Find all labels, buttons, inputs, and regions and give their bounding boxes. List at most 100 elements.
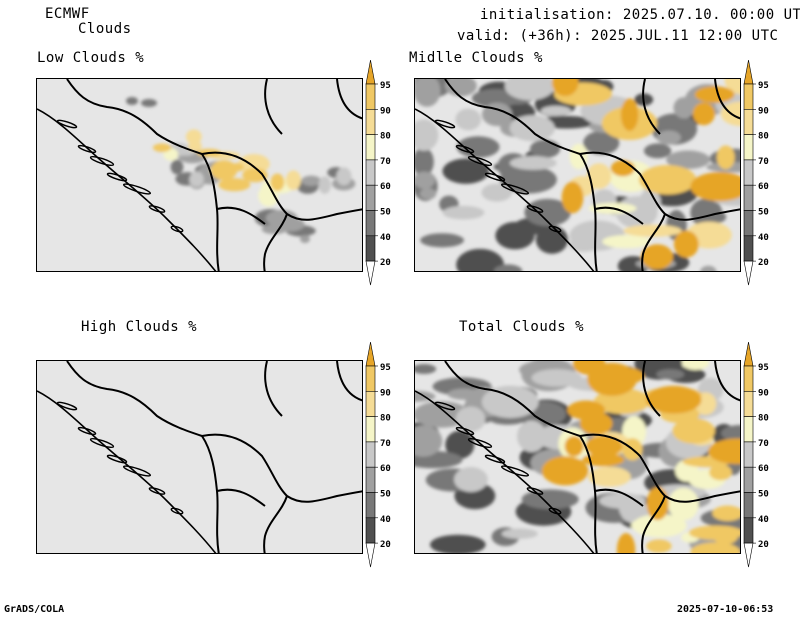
colorbar-tick-label: 40	[380, 515, 391, 525]
map-panel-middle	[414, 78, 741, 272]
island-outline	[122, 465, 152, 477]
cloud-blob	[709, 464, 732, 481]
coastline	[37, 108, 217, 271]
colorbar-swatch	[365, 365, 376, 392]
panel-title-middle: Midlle Clouds %	[409, 50, 543, 66]
colorbar-tick-label: 40	[758, 233, 769, 243]
cloud-blob	[415, 119, 439, 151]
colorbar-swatch	[365, 390, 376, 417]
colorbar-tick-label: 90	[380, 106, 391, 116]
colorbar-swatch	[743, 108, 754, 135]
colorbar-swatch	[365, 108, 376, 135]
island-outline	[455, 144, 475, 154]
colorbar-swatch	[365, 134, 376, 161]
cloud-blob	[415, 147, 434, 177]
island-outline	[89, 437, 115, 449]
panel-title-high: High Clouds %	[81, 319, 198, 335]
cloud-blob	[170, 159, 184, 175]
cloud-blob	[610, 160, 635, 177]
colorbar-tick-label: 60	[758, 182, 769, 192]
colorbar-swatch	[743, 466, 754, 493]
country-border	[641, 213, 666, 271]
colorbar-swatch	[743, 517, 754, 544]
cloud-blob	[521, 489, 579, 510]
cloud-blob	[447, 388, 481, 400]
cloud-blob	[415, 171, 436, 189]
colorbar-swatch	[743, 159, 754, 186]
init-time: initialisation: 2025.07.10. 00:00 UTC	[480, 7, 800, 23]
island-outline	[548, 507, 562, 515]
island-outline	[148, 205, 166, 213]
cloud-blob	[185, 129, 202, 145]
map-panel-high	[36, 360, 363, 554]
cloud-blob	[141, 99, 157, 107]
cloud-blob	[529, 139, 561, 159]
cloud-blob	[666, 150, 711, 169]
colorbar-swatch	[365, 159, 376, 186]
country-border	[264, 79, 283, 135]
colorbar-tick-label: 20	[758, 258, 769, 268]
colorbar-swatch	[365, 517, 376, 544]
cloud-blob	[318, 176, 331, 194]
cloud-blob	[708, 438, 740, 465]
colorbar-top-arrow	[743, 59, 754, 85]
cloud-blob	[602, 234, 651, 249]
country-border	[579, 433, 740, 503]
colorbar-svg: 95 90 80 70 60 50 40 20	[743, 59, 769, 286]
country-border	[263, 213, 288, 271]
island-outline	[122, 183, 152, 195]
cloud-blob	[690, 172, 740, 202]
cloud-blob	[541, 456, 589, 486]
cloud-blob	[681, 361, 710, 371]
cloud-blob	[668, 487, 699, 521]
island-outline	[106, 172, 128, 182]
island-outline	[500, 183, 530, 195]
cloud-blob	[673, 97, 695, 119]
colorbar-tick-label: 95	[380, 81, 391, 91]
cloud-blob	[270, 173, 285, 192]
colorbar-swatch	[365, 235, 376, 262]
colorbar-tick-label: 50	[758, 208, 769, 218]
colorbar-tick-label: 40	[380, 233, 391, 243]
cloud-blob	[572, 361, 606, 375]
colorbar-tick-label: 95	[758, 81, 769, 91]
panel-title-total: Total Clouds %	[459, 319, 585, 335]
colorbar-swatch	[743, 365, 754, 392]
country-border	[201, 153, 220, 271]
colorbar-tick-label: 70	[758, 157, 769, 167]
colorbar-tick-label: 20	[758, 540, 769, 550]
cloud-blob	[300, 235, 310, 243]
colorbar-swatch	[743, 390, 754, 417]
island-outline	[434, 401, 456, 411]
colorbar-tick-label: 60	[380, 464, 391, 474]
cloud-blob	[564, 435, 584, 457]
cloud-blob	[641, 244, 674, 270]
model-label: ECMWF	[45, 6, 90, 22]
colorbar-tick-label: 20	[380, 258, 391, 268]
cloud-blob	[656, 130, 682, 145]
colorbar-swatch	[743, 416, 754, 443]
cloud-blob	[646, 487, 669, 521]
cloud-blob	[456, 248, 504, 271]
cloud-blob	[583, 130, 620, 155]
country-border	[714, 79, 740, 120]
colorbar-tick-label: 80	[758, 132, 769, 142]
colorbar-top-arrow	[365, 59, 376, 85]
cloud-blob	[638, 164, 697, 195]
cloud-blob	[493, 264, 523, 271]
cloud-blob	[285, 170, 302, 190]
cloud-blob	[632, 514, 687, 538]
footer-software: GrADS/COLA	[4, 604, 65, 615]
country-border	[216, 488, 266, 507]
colorbar-swatch	[365, 184, 376, 211]
coastline	[415, 108, 595, 271]
island-outline	[526, 205, 544, 213]
island-outline	[56, 401, 78, 411]
colorbar-swatch	[743, 210, 754, 237]
cloud-blob	[616, 533, 636, 553]
colorbar-tick-label: 90	[380, 388, 391, 398]
cloud-blob	[646, 385, 702, 414]
country-border	[66, 361, 203, 437]
cloud-blob	[415, 364, 437, 375]
cloud-blob	[238, 153, 270, 174]
